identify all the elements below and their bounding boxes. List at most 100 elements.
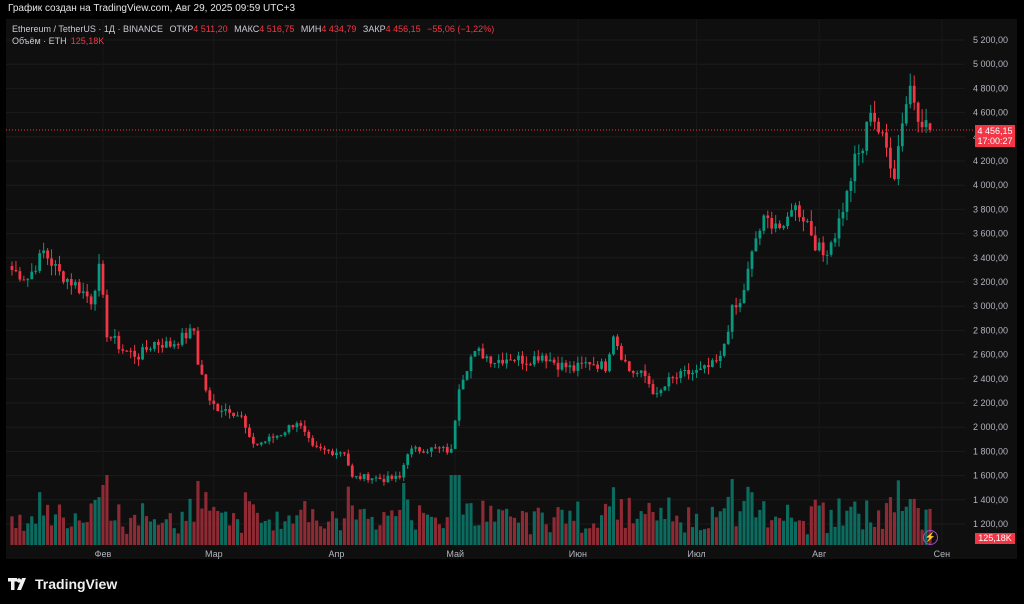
- volume-bar: [184, 520, 188, 545]
- candle-body: [608, 354, 611, 372]
- volume-bar: [224, 511, 228, 545]
- candle-body: [544, 355, 548, 362]
- candle-body: [220, 410, 224, 412]
- tradingview-logo[interactable]: TradingView: [8, 576, 117, 592]
- candle-body: [208, 390, 212, 401]
- candle-body: [406, 454, 410, 465]
- volume-bar: [603, 503, 608, 545]
- volume-bar: [334, 518, 339, 545]
- volume-bar: [271, 530, 275, 545]
- candle-body: [552, 359, 556, 363]
- symbol-label[interactable]: Ethereum / TetherUS · 1Д · BINANCE: [12, 24, 163, 34]
- volume-bar: [544, 524, 548, 545]
- candle-body: [204, 374, 208, 391]
- volume-bar: [414, 529, 418, 545]
- candle-body: [358, 476, 362, 479]
- candle-body: [588, 362, 592, 365]
- candle-body: [449, 448, 453, 453]
- candle-body: [342, 452, 346, 454]
- volume-bar: [540, 512, 544, 545]
- volume-bar: [421, 512, 426, 545]
- candle-body: [362, 474, 366, 479]
- candle-body: [592, 364, 596, 366]
- volume-bar: [180, 511, 184, 545]
- candle-body: [141, 347, 144, 360]
- volume-bar: [904, 506, 908, 545]
- volume-label[interactable]: Объём · ETH: [12, 36, 67, 46]
- candle-body: [394, 475, 398, 479]
- candle-body: [418, 447, 421, 452]
- volume-bar: [801, 520, 805, 545]
- volume-bar: [89, 503, 93, 545]
- candle-body: [861, 150, 865, 154]
- volume-bar: [307, 522, 311, 545]
- volume-bar: [26, 523, 30, 545]
- y-tick-label: 3 800,00: [973, 204, 1008, 214]
- volume-bar: [323, 528, 327, 545]
- volume-bar: [121, 526, 125, 545]
- candle-body: [481, 348, 485, 359]
- candle-body: [437, 447, 441, 449]
- x-tick-label: Апр: [329, 549, 345, 559]
- candle-body: [465, 371, 469, 380]
- candle-body: [133, 350, 137, 357]
- volume-bar: [552, 517, 556, 545]
- volume-bar: [746, 486, 750, 545]
- y-tick-label: 5 200,00: [973, 35, 1008, 45]
- high-value: 4 516,75: [259, 24, 295, 34]
- volume-bar: [892, 512, 896, 545]
- volume-bar: [611, 487, 616, 545]
- volume-bar: [97, 497, 101, 545]
- candle-body: [263, 441, 267, 443]
- x-tick-label: Июл: [687, 549, 705, 559]
- volume-bar: [853, 501, 857, 545]
- candle-body: [865, 121, 869, 151]
- x-tick-label: Авг: [812, 549, 827, 559]
- volume-bar: [125, 533, 129, 545]
- candle-body: [699, 368, 702, 371]
- volume-bar: [536, 507, 540, 545]
- volume-bar: [445, 517, 449, 545]
- volume-bar: [493, 521, 497, 545]
- candle-body: [564, 362, 568, 368]
- candle-body: [97, 263, 101, 291]
- y-tick-label: 4 000,00: [973, 180, 1008, 190]
- volume-bar: [196, 480, 200, 545]
- candle-body: [754, 238, 758, 252]
- candle-body: [802, 217, 805, 222]
- volume-bar: [607, 506, 612, 545]
- candle-body: [734, 305, 738, 308]
- candle-body: [370, 478, 374, 481]
- candle-body: [109, 337, 113, 339]
- volume-bar: [263, 520, 267, 545]
- candle-body: [145, 347, 148, 350]
- volume-bar: [109, 520, 113, 545]
- chart-panel[interactable]: [6, 19, 1017, 559]
- volume-bar: [758, 509, 762, 545]
- volume-bar: [627, 497, 631, 545]
- candle-body: [473, 350, 477, 357]
- candle-body: [346, 453, 350, 466]
- candle-body: [93, 290, 97, 305]
- candle-body: [758, 230, 762, 239]
- candle-body: [813, 235, 817, 251]
- volume-bar: [766, 527, 770, 545]
- volume-bar: [172, 528, 176, 545]
- volume-bar: [706, 528, 711, 545]
- volume-bar: [152, 519, 157, 545]
- lightning-icon[interactable]: ⚡: [923, 530, 938, 545]
- candle-body: [900, 123, 904, 147]
- volume-bar: [825, 533, 829, 545]
- volume-bar: [441, 528, 445, 545]
- candle-body: [378, 477, 382, 480]
- candle-body: [153, 341, 156, 349]
- candle-body: [580, 362, 584, 364]
- candle-body: [869, 112, 873, 122]
- open-label: ОТКР: [169, 24, 194, 34]
- volume-bar: [675, 515, 679, 545]
- volume-bar: [916, 508, 920, 545]
- x-tick-label: Май: [446, 549, 464, 559]
- candle-body: [730, 305, 734, 332]
- volume-bar: [453, 475, 457, 545]
